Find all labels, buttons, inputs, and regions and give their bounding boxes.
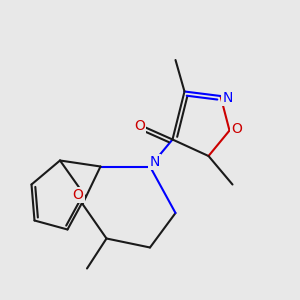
- Text: O: O: [73, 188, 83, 202]
- Text: N: N: [223, 91, 233, 104]
- Text: N: N: [149, 155, 160, 169]
- Text: O: O: [134, 119, 145, 133]
- Text: O: O: [232, 122, 242, 136]
